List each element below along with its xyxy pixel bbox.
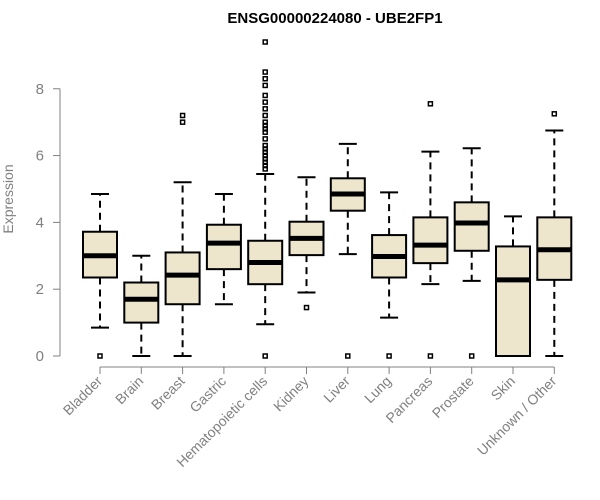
box-liver	[329, 142, 366, 359]
outlier-point	[303, 304, 310, 311]
outlier-point	[262, 39, 268, 45]
y-tick-label: 6	[36, 148, 44, 165]
outlier-point	[262, 353, 268, 359]
x-tick-label: Liver	[320, 373, 353, 406]
outlier-point	[97, 353, 103, 359]
y-tick-label: 4	[36, 214, 44, 231]
outlier-point	[427, 353, 434, 359]
box-kidney	[288, 176, 325, 311]
box-iqr	[495, 245, 531, 357]
box-iqr	[123, 281, 160, 324]
outlier-point	[262, 119, 268, 125]
outlier-point	[262, 82, 268, 89]
y-axis: 0 2 4 6 8	[36, 81, 61, 365]
plot-area	[82, 39, 573, 359]
box-iqr	[412, 216, 449, 265]
box-breast	[164, 112, 201, 357]
outlier-point	[262, 92, 268, 99]
outlier-point	[179, 119, 186, 125]
box-prostate	[453, 147, 490, 359]
box-iqr	[205, 223, 242, 271]
chart-title: ENSG00000224080 - UBE2FP1	[227, 10, 442, 27]
outlier-point	[262, 112, 268, 119]
outlier-point	[262, 136, 268, 142]
x-tick-label: Brain	[112, 373, 146, 407]
outlier-point	[551, 111, 558, 117]
outlier-point	[179, 112, 186, 119]
box-iqr	[164, 251, 201, 306]
y-tick-label: 0	[36, 348, 44, 365]
box-pancreas	[412, 101, 449, 359]
y-axis-label: Expression	[0, 164, 16, 233]
x-tick-label: Prostate	[429, 373, 477, 421]
y-tick-label: 8	[36, 81, 44, 98]
x-tick-label: Bladder	[60, 373, 106, 419]
box-brain	[123, 254, 160, 357]
outlier-point	[262, 75, 268, 82]
box-hematopoietic-cells	[247, 39, 284, 359]
x-tick-label: Lung	[361, 373, 394, 406]
outlier-point	[468, 353, 475, 359]
outlier-point	[427, 101, 434, 107]
box-gastric	[205, 192, 242, 306]
outlier-point	[262, 69, 268, 75]
outlier-point	[262, 106, 268, 112]
outlier-point	[262, 99, 268, 105]
outlier-point	[262, 142, 268, 149]
x-tick-label: Breast	[148, 373, 188, 413]
x-tick-label: Kidney	[270, 373, 312, 415]
box-skin	[495, 215, 531, 357]
outlier-point	[386, 353, 392, 359]
x-tick-label: Skin	[488, 373, 519, 404]
box-lung	[371, 191, 408, 359]
box-unknown-other	[536, 111, 573, 357]
outlier-point	[345, 353, 351, 359]
y-tick-label: 2	[36, 281, 44, 298]
box-bladder	[82, 192, 118, 359]
box-iqr	[453, 201, 490, 252]
